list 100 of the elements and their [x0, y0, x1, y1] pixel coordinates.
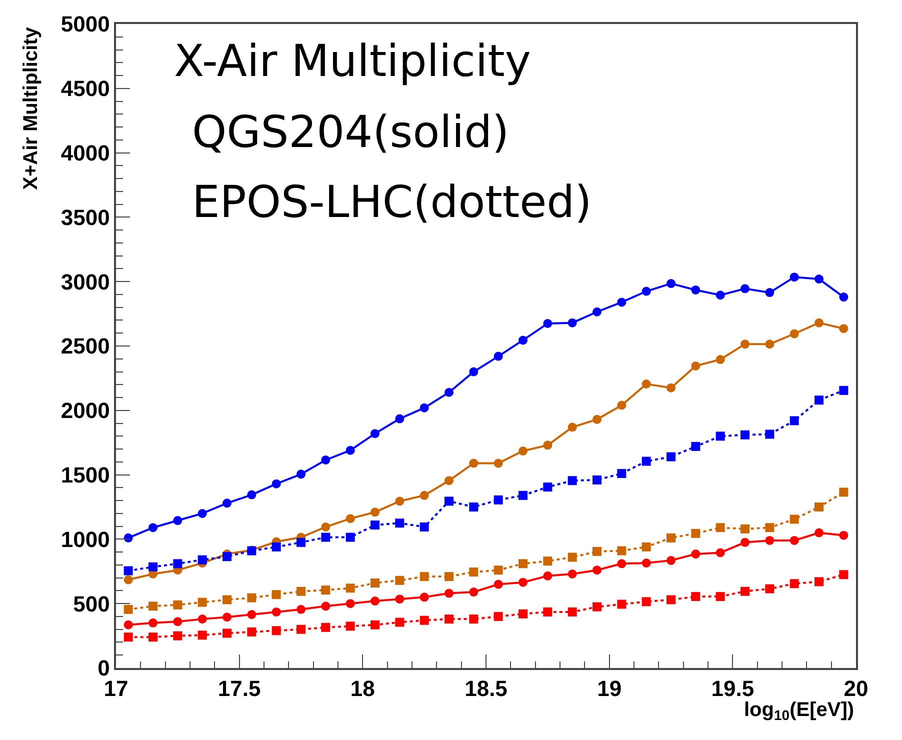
point — [222, 612, 232, 622]
point — [272, 626, 281, 636]
point — [148, 618, 158, 628]
chart-title: X-Air Multiplicity — [174, 36, 531, 87]
x-tick-label: 18.5 — [464, 676, 508, 702]
point — [247, 593, 256, 602]
point — [124, 575, 133, 584]
point — [272, 607, 281, 616]
point — [617, 400, 626, 410]
point — [543, 318, 552, 328]
point — [321, 455, 330, 464]
point — [518, 446, 528, 456]
point — [814, 577, 824, 586]
point — [716, 290, 725, 300]
point — [617, 600, 626, 609]
point — [543, 556, 552, 566]
point — [247, 610, 256, 620]
point — [765, 288, 774, 298]
point — [272, 542, 281, 552]
annotation: QGS204(solid) — [192, 107, 510, 158]
point — [740, 524, 750, 534]
y-tick-label: 3000 — [60, 269, 110, 294]
point — [642, 286, 651, 296]
point — [124, 604, 133, 614]
point — [814, 274, 824, 284]
point — [272, 590, 281, 600]
point — [222, 552, 232, 562]
point — [296, 604, 306, 614]
point — [666, 279, 676, 288]
point — [716, 432, 725, 441]
point — [296, 586, 306, 596]
point — [765, 430, 774, 439]
point — [198, 614, 207, 624]
point — [444, 588, 454, 598]
point — [124, 566, 133, 576]
y-axis-title: X+Air Multiplicity — [20, 26, 42, 190]
point — [494, 612, 503, 621]
point — [592, 475, 602, 484]
y-tick-label: 1500 — [60, 462, 110, 488]
point — [592, 307, 602, 316]
y-tick-label: 5000 — [60, 12, 110, 37]
point — [568, 569, 577, 578]
point — [296, 538, 306, 547]
annotation: EPOS-LHC(dotted) — [192, 177, 592, 228]
point — [568, 552, 577, 562]
point — [568, 422, 577, 432]
point — [469, 458, 478, 468]
point — [740, 430, 750, 440]
point — [321, 622, 330, 632]
point — [346, 514, 355, 524]
point — [222, 595, 232, 604]
point — [592, 414, 602, 424]
point — [765, 340, 774, 349]
point — [272, 479, 281, 488]
y-tick-label: 1000 — [60, 526, 110, 552]
point — [494, 495, 503, 504]
point — [321, 586, 330, 595]
point — [790, 514, 799, 524]
point — [691, 442, 700, 451]
point — [198, 555, 207, 564]
point — [494, 580, 503, 589]
point — [420, 490, 429, 500]
point — [148, 562, 158, 572]
point — [346, 532, 355, 542]
y-tick-label: 3500 — [60, 204, 110, 230]
point — [469, 502, 478, 512]
point — [395, 518, 404, 528]
point — [716, 592, 725, 602]
point — [543, 440, 552, 450]
point — [148, 602, 158, 611]
point — [642, 542, 651, 552]
point — [839, 570, 848, 580]
point — [346, 446, 355, 455]
y-tick-label: 500 — [73, 591, 110, 616]
point — [543, 571, 552, 580]
point — [839, 530, 848, 540]
point — [543, 482, 552, 492]
point — [543, 607, 552, 616]
point — [617, 559, 626, 568]
point — [666, 556, 676, 565]
point — [691, 285, 700, 294]
point — [592, 602, 602, 612]
point — [494, 352, 503, 361]
point — [420, 403, 429, 412]
point — [765, 523, 774, 532]
point — [346, 584, 355, 593]
point — [173, 516, 182, 526]
point — [765, 584, 774, 594]
point — [222, 498, 232, 508]
x-tick-label: 18 — [350, 676, 375, 702]
point — [395, 414, 404, 424]
point — [370, 620, 380, 630]
point — [370, 520, 380, 530]
point — [790, 536, 799, 545]
y-tick-label: 4000 — [60, 140, 110, 166]
point — [814, 528, 824, 538]
point — [395, 618, 404, 627]
x-axis-title: log$_{10}$(E[eV]) — [744, 699, 854, 724]
point — [518, 609, 528, 618]
point — [716, 548, 725, 558]
